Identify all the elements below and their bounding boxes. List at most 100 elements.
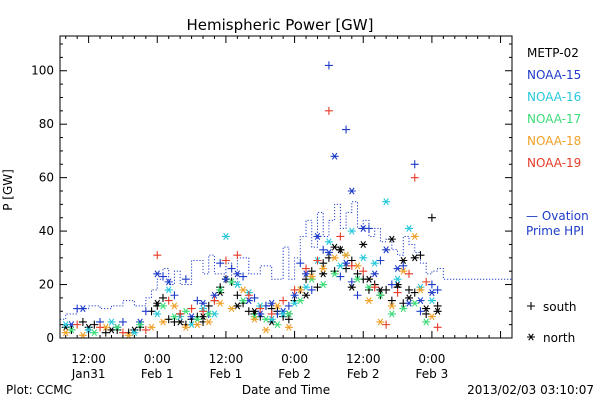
north-marker — [302, 291, 311, 299]
north-marker — [319, 281, 328, 289]
south-marker — [382, 320, 391, 329]
south-marker — [427, 280, 436, 289]
north-marker — [78, 331, 87, 339]
north-marker — [324, 238, 333, 246]
south-marker — [342, 125, 351, 134]
y-axis-label: P [GW] — [1, 169, 15, 211]
north-marker — [302, 270, 311, 278]
legend-entry-noaa-18: NOAA-18 — [527, 134, 581, 148]
north-marker — [153, 310, 162, 318]
north-marker — [410, 232, 419, 240]
south-marker — [284, 315, 293, 324]
north-marker — [67, 326, 76, 334]
y-tick-label: 20 — [39, 278, 54, 292]
south-marker — [410, 288, 419, 297]
north-marker — [199, 313, 208, 321]
south-marker — [422, 277, 431, 286]
north-marker — [210, 291, 219, 299]
north-marker — [387, 302, 396, 310]
north-marker — [261, 315, 270, 323]
north-marker — [376, 291, 385, 299]
north-marker — [261, 326, 270, 334]
south-marker — [410, 160, 419, 169]
north-marker — [78, 305, 87, 313]
north-marker — [221, 232, 230, 240]
south-marker — [199, 307, 208, 316]
north-marker — [233, 281, 242, 289]
series-metp-02-south — [67, 213, 442, 337]
north-marker — [427, 297, 436, 305]
legend-ovation-line1: — Ovation — [526, 209, 589, 223]
north-marker — [342, 259, 351, 267]
south-marker — [416, 251, 425, 260]
south-marker — [347, 277, 356, 286]
south-marker — [193, 296, 202, 305]
x-tick-label: 12:00 — [346, 352, 381, 366]
north-marker — [416, 297, 425, 305]
y-axis: 0 20 40 60 80 100 — [31, 43, 512, 345]
x-tick-label: 12:00 — [209, 352, 244, 366]
north-marker — [364, 297, 373, 305]
legend-entry-noaa-15: NOAA-15 — [527, 68, 581, 82]
legend-entry-noaa-17: NOAA-17 — [527, 112, 581, 126]
north-marker — [250, 307, 259, 315]
north-marker — [187, 313, 196, 321]
x-tick-label: 0:00 — [418, 352, 445, 366]
north-marker — [170, 313, 179, 321]
north-marker — [307, 273, 316, 281]
north-marker — [387, 235, 396, 243]
north-marker — [330, 152, 339, 160]
north-marker — [284, 310, 293, 318]
north-marker — [107, 326, 116, 334]
north-marker — [399, 267, 408, 275]
south-marker — [376, 256, 385, 265]
footer-timestamp: 2013/02/03 03:10:07 — [467, 383, 594, 397]
north-marker — [296, 297, 305, 305]
series-noaa-17-north — [67, 251, 431, 337]
south-marker — [387, 280, 396, 289]
north-marker — [370, 259, 379, 267]
south-marker — [267, 309, 276, 318]
south-marker — [164, 296, 173, 305]
south-marker — [405, 269, 414, 278]
north-marker — [181, 307, 190, 315]
y-tick-label: 80 — [39, 117, 54, 131]
south-marker — [319, 259, 328, 268]
series-noaa-15-south — [73, 61, 442, 326]
south-marker — [433, 323, 442, 332]
north-marker — [370, 270, 379, 278]
south-marker — [336, 272, 345, 281]
north-marker — [405, 294, 414, 302]
north-marker — [136, 321, 145, 329]
south-marker — [359, 267, 368, 276]
south-marker — [405, 285, 414, 294]
north-marker — [233, 270, 242, 278]
north-marker — [342, 251, 351, 259]
series-noaa-18-north — [61, 232, 436, 339]
north-marker — [347, 227, 356, 235]
north-marker — [387, 310, 396, 318]
north-marker — [164, 286, 173, 294]
north-marker — [239, 286, 248, 294]
north-marker — [330, 254, 339, 262]
north-marker — [427, 313, 436, 321]
y-tick-label: 0 — [46, 331, 54, 345]
south-marker — [307, 267, 316, 276]
north-marker — [273, 321, 282, 329]
north-marker — [158, 318, 167, 326]
north-marker — [256, 310, 265, 318]
north-marker — [410, 254, 419, 262]
north-marker — [433, 307, 442, 315]
legend: METP-02 NOAA-15 NOAA-16 NOAA-17 NOAA-18 NOAA-… — [526, 46, 589, 345]
north-marker — [336, 262, 345, 270]
south-marker — [324, 106, 333, 115]
north-marker — [153, 270, 162, 278]
north-marker — [221, 275, 230, 283]
north-marker — [130, 329, 139, 337]
ovation-hpi-line — [60, 201, 512, 320]
south-marker — [399, 261, 408, 270]
south-marker — [221, 256, 230, 265]
south-marker — [158, 272, 167, 281]
north-marker — [290, 299, 299, 307]
